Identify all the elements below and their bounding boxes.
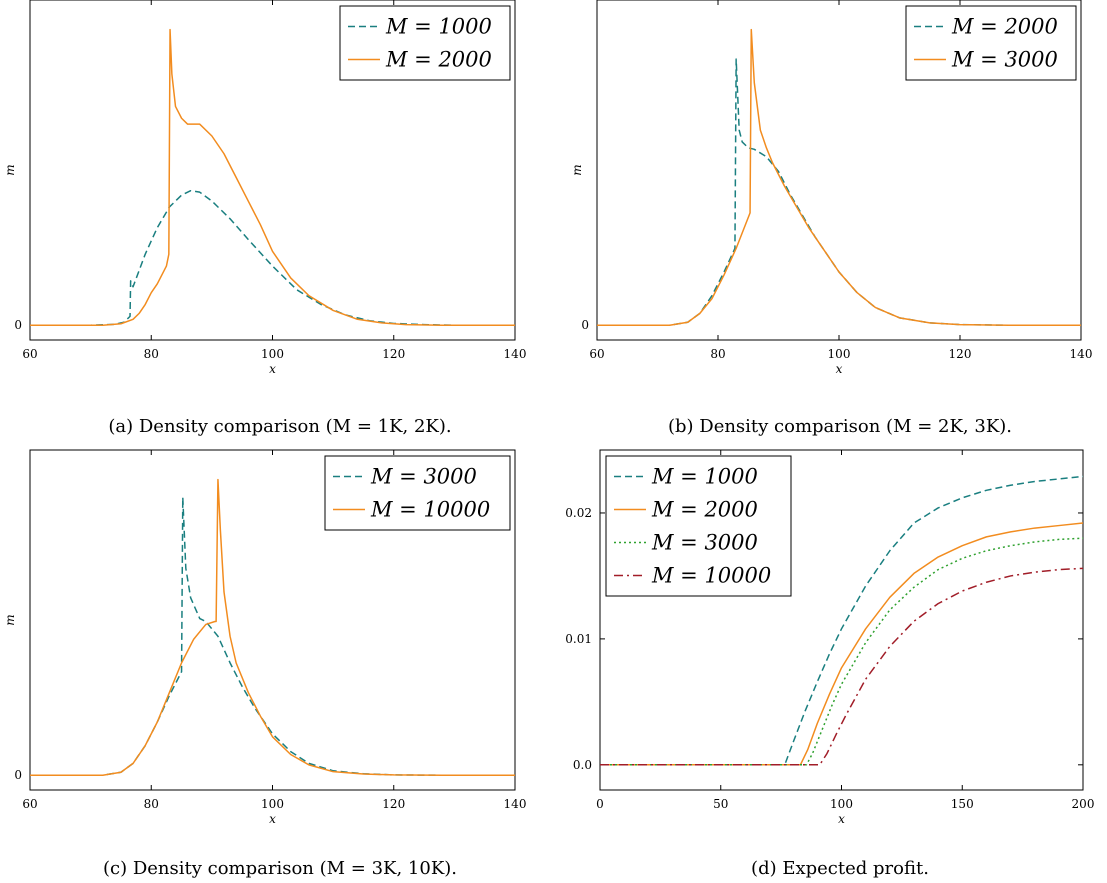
chart-a-xtick-label: 100 <box>261 347 284 361</box>
chart-c-legend-box <box>324 455 511 531</box>
chart-d-ytick-label: 0.01 <box>565 632 592 646</box>
chart-d-xtick-label: 100 <box>830 797 853 811</box>
chart-a-xtick-label: 60 <box>22 347 37 361</box>
chart-b-xtick-label: 100 <box>828 347 851 361</box>
chart-d-xtick-label: 50 <box>713 797 728 811</box>
chart-b-legend-label-1: M = 3000 <box>951 48 1058 72</box>
chart-d-legend-label-1: M = 2000 <box>651 498 758 522</box>
chart-d-ytick-label: 0.0 <box>573 758 592 772</box>
chart-c-legend-label-0: M = 3000 <box>370 465 477 489</box>
chart-a-xtick-label: 120 <box>382 347 405 361</box>
chart-d-series-line-1 <box>600 522 1083 766</box>
caption-d: (d) Expected profit. <box>751 858 929 879</box>
caption-c: (c) Density comparison (M = 3K, 10K). <box>102 858 458 879</box>
chart-b-xlabel: x <box>836 362 843 376</box>
chart-c-xlabel: x <box>269 812 276 826</box>
chart-b-xtick-label: 60 <box>589 347 604 361</box>
chart-d-xtick-label: 150 <box>951 797 974 811</box>
chart-b-xtick-label: 120 <box>949 347 972 361</box>
chart-c-series-line-1 <box>30 478 515 776</box>
chart-c-xtick-label: 140 <box>504 797 527 811</box>
chart-d-xlabel: x <box>838 812 845 826</box>
chart-a-legend-label-0: M = 1000 <box>385 15 492 39</box>
chart-a-xtick-label: 140 <box>504 347 527 361</box>
chart-a-series-line-1 <box>30 28 515 326</box>
chart-a-series-line-0 <box>30 189 515 326</box>
chart-b-series-line-1 <box>597 28 1081 326</box>
chart-d-xtick-label: 200 <box>1072 797 1095 811</box>
chart-b-xtick-label: 80 <box>710 347 725 361</box>
chart-a: 60 80 100 120 140 0 x m M = 1000 M = 2000 <box>3 0 527 376</box>
chart-c-legend-label-1: M = 10000 <box>370 498 490 522</box>
chart-d-legend-label-0: M = 1000 <box>651 465 758 489</box>
chart-d-legend-label-3: M = 10000 <box>651 564 771 588</box>
chart-d-legend-label-2: M = 3000 <box>651 531 758 555</box>
chart-a-xlabel: x <box>269 362 276 376</box>
chart-d-xtick-label: 0 <box>596 797 604 811</box>
chart-b-xtick-label: 140 <box>1070 347 1093 361</box>
chart-c-ytick-label: 0 <box>14 768 22 782</box>
caption-b: (b) Density comparison (M = 2K, 3K). <box>667 416 1013 437</box>
chart-c-xtick-label: 80 <box>144 797 159 811</box>
chart-c: 60 80 100 120 140 0 x m M = 3000 M = 10000 <box>3 449 527 826</box>
chart-b-ytick-label: 0 <box>581 318 589 332</box>
caption-a: (a) Density comparison (M = 1K, 2K). <box>108 416 452 437</box>
chart-b-legend-label-0: M = 2000 <box>951 15 1058 39</box>
chart-b-legend-box <box>905 5 1077 81</box>
chart-d-series-line-3 <box>600 567 1083 766</box>
chart-b-ylabel: m <box>570 164 584 175</box>
chart-c-ylabel: m <box>3 614 17 625</box>
chart-a-legend-box <box>339 5 511 81</box>
chart-d-series-line-2 <box>600 537 1083 766</box>
chart-d-series-line-0 <box>600 475 1083 766</box>
chart-a-ytick-label: 0 <box>14 318 22 332</box>
chart-b-series-line-0 <box>597 58 1081 326</box>
chart-c-series-line-0 <box>30 496 515 776</box>
chart-d: 0 50 100 150 200 0.0 0.01 0.02 x M = 1000 M = 2000… <box>565 449 1095 826</box>
chart-c-xtick-label: 100 <box>261 797 284 811</box>
chart-a-xtick-label: 80 <box>144 347 159 361</box>
chart-a-legend-label-1: M = 2000 <box>385 48 492 72</box>
chart-d-legend-box <box>605 455 792 597</box>
chart-d-ytick-label: 0.02 <box>565 506 592 520</box>
chart-b: 60 80 100 120 140 0 x m M = 2000 M = 3000 <box>570 0 1093 376</box>
chart-c-xtick-label: 120 <box>382 797 405 811</box>
chart-c-xtick-label: 60 <box>22 797 37 811</box>
chart-a-ylabel: m <box>3 164 17 175</box>
